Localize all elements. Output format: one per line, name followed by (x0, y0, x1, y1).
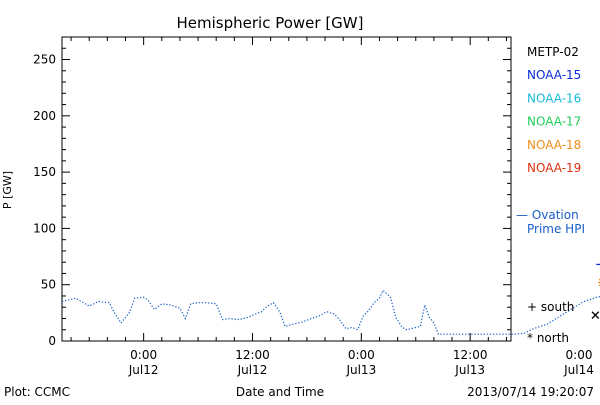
plot-frame (61, 36, 512, 342)
x-tick-time-label: 12:00 (235, 348, 270, 362)
y-tick-label: 100 (33, 221, 56, 235)
y-tick-label: 50 (41, 278, 56, 292)
legend-entry: METP-02 (527, 45, 579, 59)
marker-key-north: * north (527, 331, 569, 345)
chart-title: Hemispheric Power [GW] (177, 14, 364, 32)
marker-key-south: + south (527, 300, 574, 314)
x-tick-time-label: 0:00 (348, 348, 375, 362)
x-tick-date-label: Jul12 (128, 363, 159, 377)
y-tick-label: 250 (33, 53, 56, 67)
plot-credit: Plot: CCMC (4, 385, 70, 399)
plot-timestamp: 2013/07/14 19:20:07 (467, 385, 594, 399)
marker-stroke (591, 311, 600, 319)
x-tick-time-label: 0:00 (130, 348, 157, 362)
plot-area (61, 36, 600, 342)
data-point (591, 311, 600, 319)
x-tick-time-label: 0:00 (566, 348, 593, 362)
legend-entry: NOAA-19 (527, 161, 581, 175)
x-tick-date-label: Jul13 (454, 363, 485, 377)
y-tick-label: 150 (33, 165, 56, 179)
ovation-legend-line2: Prime HPI (527, 222, 585, 236)
ovation-series-line (61, 289, 600, 335)
data-point (596, 263, 600, 266)
x-tick-date-label: Jul14 (563, 363, 594, 377)
legend-entry: NOAA-16 (527, 91, 581, 105)
y-tick-label: 200 (33, 109, 56, 123)
ovation-legend-line1: — Ovation (516, 208, 579, 222)
x-tick-date-label: Jul13 (345, 363, 376, 377)
legend-entry: NOAA-15 (527, 68, 581, 82)
y-axis-label: P [GW] (1, 171, 14, 209)
y-tick-label: 0 (48, 334, 56, 348)
x-tick-date-label: Jul12 (237, 363, 268, 377)
legend-entry: NOAA-18 (527, 138, 581, 152)
x-axis-label: Date and Time (236, 385, 324, 399)
legend-entry: NOAA-17 (527, 115, 581, 129)
x-tick-time-label: 12:00 (453, 348, 488, 362)
